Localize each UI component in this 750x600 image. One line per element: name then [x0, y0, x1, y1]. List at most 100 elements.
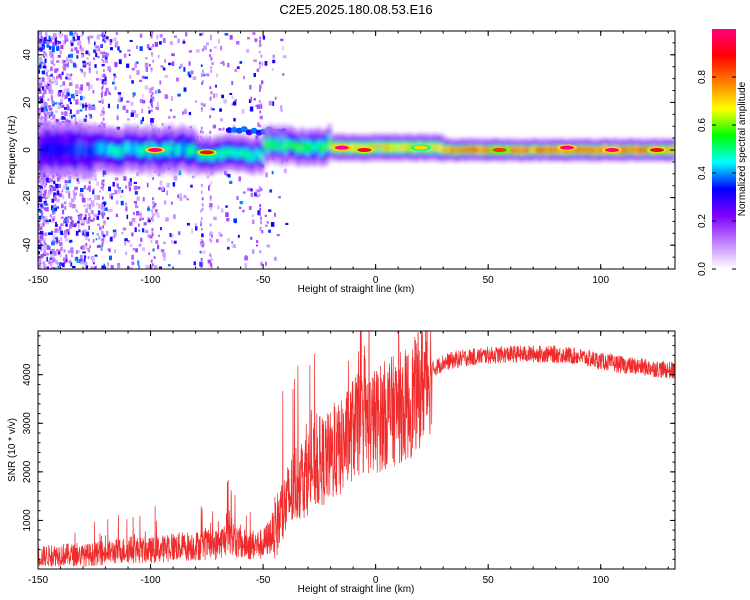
noise-dot [64, 216, 68, 220]
noise-dot [107, 91, 111, 95]
band-cell [115, 146, 120, 157]
noise-dot [86, 62, 90, 65]
noise-dot [107, 209, 111, 213]
noise-dot [38, 31, 42, 36]
noise-dot [148, 110, 151, 114]
band-cell [54, 140, 58, 154]
noise-streak [88, 186, 90, 190]
noise-dot [167, 264, 171, 267]
noise-dot [83, 229, 87, 233]
noise-dot [39, 261, 44, 264]
hot-spot [199, 150, 214, 155]
spectrogram-y-label: Frequency (Hz) [7, 116, 18, 185]
band-cell [621, 147, 625, 153]
band-cell [470, 146, 474, 153]
x-tick-label: 0 [373, 275, 379, 286]
noise-dot [79, 192, 83, 197]
band-cell [273, 142, 278, 151]
noise-streak [209, 48, 212, 52]
noise-dot [127, 240, 130, 243]
noise-streak [88, 103, 91, 107]
noise-streak [89, 206, 92, 210]
noise-dot [60, 98, 63, 104]
noise-dot [105, 87, 109, 92]
noise-dot [187, 71, 190, 76]
noise-dot [70, 202, 73, 208]
band-cell [322, 143, 326, 152]
noise-dot [225, 205, 228, 208]
noise-dot [146, 207, 151, 212]
noise-streak [201, 81, 203, 85]
noise-streak [151, 263, 154, 267]
noise-dot [211, 108, 215, 111]
noise-dot [102, 231, 105, 236]
noise-dot [51, 208, 55, 212]
noise-dot [136, 196, 140, 201]
x-tick-label: 50 [483, 575, 495, 586]
noise-streak [151, 86, 154, 90]
noise-dot [249, 84, 252, 90]
noise-dot [232, 101, 237, 106]
noise-streak [101, 86, 104, 90]
noise-dot [129, 267, 133, 269]
noise-dot [52, 63, 56, 66]
noise-dot [48, 85, 52, 90]
noise-dot [95, 49, 99, 52]
noise-dot [48, 75, 52, 78]
band-cell [238, 148, 243, 157]
noise-streak [209, 183, 212, 187]
noise-streak [150, 102, 153, 106]
noise-dot [42, 172, 46, 177]
noise-dot [133, 110, 136, 114]
band-cell [373, 143, 378, 151]
noise-dot [98, 46, 100, 51]
band-cell [142, 144, 147, 155]
noise-dot [75, 209, 78, 212]
noise-dot [62, 257, 67, 261]
noise-dot [38, 119, 43, 122]
band-cell [464, 147, 469, 154]
noise-dot [125, 109, 129, 113]
noise-dot [222, 127, 225, 131]
noise-dot [217, 38, 220, 44]
noise-streak [150, 264, 153, 268]
noise-dot [160, 249, 165, 253]
noise-dot [114, 62, 118, 68]
noise-dot [51, 187, 53, 193]
band-cell [271, 139, 275, 148]
noise-dot [142, 100, 146, 104]
noise-dot [60, 230, 63, 235]
noise-streak [259, 40, 261, 44]
noise-dot [122, 227, 127, 231]
noise-dot [145, 229, 149, 234]
noise-streak [88, 181, 91, 185]
x-tick-label: -50 [256, 275, 271, 286]
noise-dot [270, 222, 275, 227]
noise-dot [108, 186, 112, 192]
band-cell [403, 143, 407, 151]
noise-streak [101, 31, 104, 35]
noise-dot [64, 219, 67, 222]
noise-dot [51, 53, 54, 57]
band-cell [537, 147, 541, 154]
noise-dot [45, 219, 49, 223]
band-cell [306, 143, 310, 153]
noise-dot [95, 45, 100, 49]
noise-dot [144, 62, 149, 68]
noise-dot [215, 239, 219, 243]
noise-dot [81, 32, 84, 36]
noise-streak [259, 227, 262, 231]
noise-dot [54, 110, 59, 113]
noise-dot [218, 231, 222, 236]
noise-streak [101, 180, 103, 184]
noise-dot [47, 84, 51, 87]
noise-dot [142, 247, 146, 252]
noise-dot [58, 230, 62, 234]
noise-streak [259, 207, 262, 211]
noise-dot [113, 234, 116, 239]
noise-dot [143, 222, 147, 226]
noise-dot [115, 41, 119, 46]
noise-dot [64, 107, 67, 110]
noise-streak [209, 86, 212, 90]
noise-dot [178, 231, 181, 235]
